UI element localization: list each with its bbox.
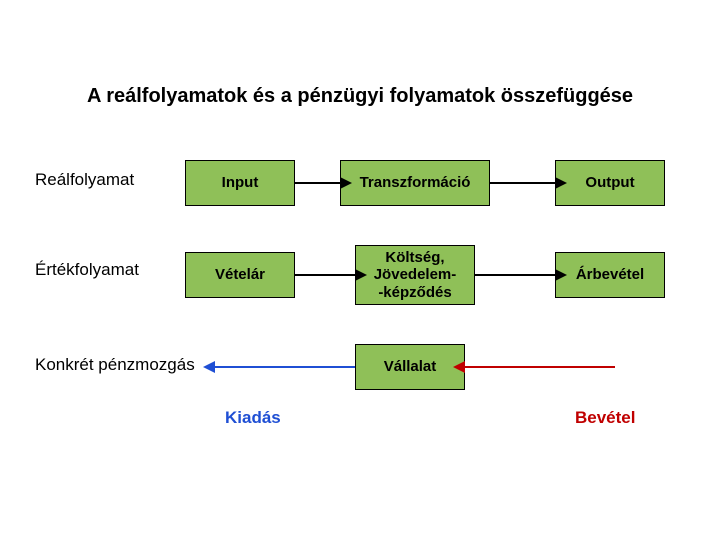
box-purchase-price: Vételár [185, 252, 295, 298]
box-purchase-price-label: Vételár [215, 266, 265, 283]
arrow-blue-out [215, 366, 355, 368]
box-output-label: Output [585, 174, 634, 191]
diagram-title: A reálfolyamatok és a pénzügyi folyamato… [0, 85, 720, 108]
box-revenue-label: Árbevétel [576, 266, 644, 283]
arrow-r2-a [295, 274, 355, 276]
box-output: Output [555, 160, 665, 206]
arrow-r1-a [295, 182, 340, 184]
box-company: Vállalat [355, 344, 465, 390]
box-transformation: Transzformáció [340, 160, 490, 206]
row-label-real: Reálfolyamat [35, 170, 134, 190]
box-input: Input [185, 160, 295, 206]
arrow-red-in [465, 366, 615, 368]
box-input-label: Input [222, 174, 259, 191]
box-revenue: Árbevétel [555, 252, 665, 298]
box-company-label: Vállalat [384, 358, 437, 375]
label-bevetel: Bevétel [575, 408, 635, 428]
box-cost-income-label: Költség, Jövedelem- -képződés [374, 249, 457, 301]
box-cost-income: Költség, Jövedelem- -képződés [355, 245, 475, 305]
row-label-cash: Konkrét pénzmozgás [35, 355, 195, 375]
arrow-r2-b [475, 274, 555, 276]
label-kiadas: Kiadás [225, 408, 281, 428]
arrow-r1-b [490, 182, 555, 184]
row-label-value: Értékfolyamat [35, 260, 139, 280]
box-transformation-label: Transzformáció [360, 174, 471, 191]
